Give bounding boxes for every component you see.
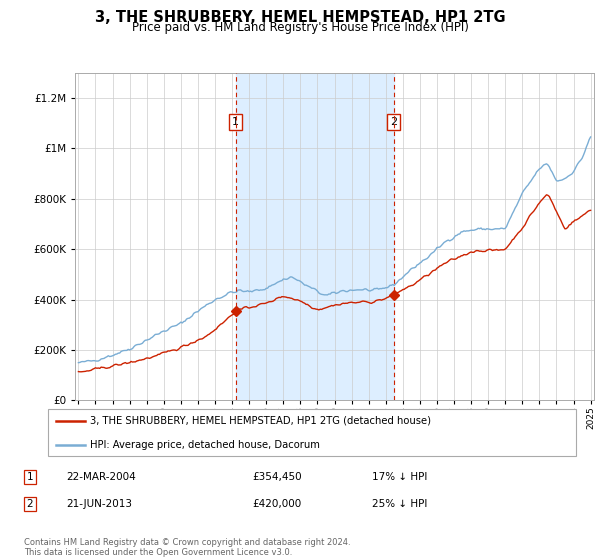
FancyBboxPatch shape [48,409,576,456]
Text: HPI: Average price, detached house, Dacorum: HPI: Average price, detached house, Daco… [90,440,320,450]
Text: 2: 2 [390,117,397,127]
Text: Price paid vs. HM Land Registry's House Price Index (HPI): Price paid vs. HM Land Registry's House … [131,21,469,34]
Text: 22-MAR-2004: 22-MAR-2004 [66,472,136,482]
Text: £420,000: £420,000 [252,499,301,509]
Text: 21-JUN-2013: 21-JUN-2013 [66,499,132,509]
Text: 2: 2 [26,499,34,509]
Text: 25% ↓ HPI: 25% ↓ HPI [372,499,427,509]
Text: 3, THE SHRUBBERY, HEMEL HEMPSTEAD, HP1 2TG (detached house): 3, THE SHRUBBERY, HEMEL HEMPSTEAD, HP1 2… [90,416,431,426]
Text: £354,450: £354,450 [252,472,302,482]
Text: 1: 1 [232,117,239,127]
Text: 1: 1 [26,472,34,482]
Text: 17% ↓ HPI: 17% ↓ HPI [372,472,427,482]
Text: Contains HM Land Registry data © Crown copyright and database right 2024.
This d: Contains HM Land Registry data © Crown c… [24,538,350,557]
Bar [236,73,394,400]
Text: 3, THE SHRUBBERY, HEMEL HEMPSTEAD, HP1 2TG: 3, THE SHRUBBERY, HEMEL HEMPSTEAD, HP1 2… [95,10,505,25]
